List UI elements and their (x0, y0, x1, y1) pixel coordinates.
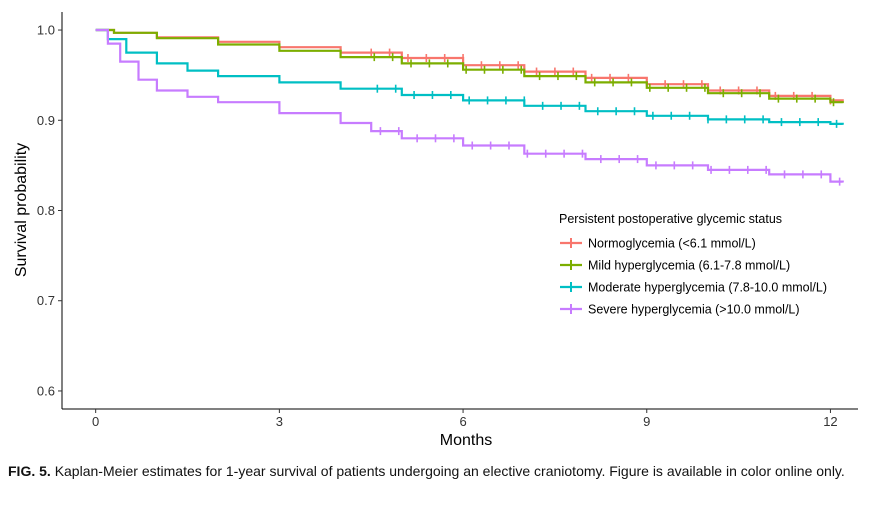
x-tick-label: 3 (276, 414, 283, 429)
y-axis-title: Survival probability (13, 143, 30, 277)
x-tick-label: 6 (459, 414, 466, 429)
series-line-4 (95, 28, 844, 183)
series-censor-marks-3 (376, 84, 838, 128)
y-tick-label: 0.8 (37, 203, 55, 218)
caption-text: Kaplan-Meier estimates for 1-year surviv… (54, 463, 845, 479)
legend-label: Moderate hyperglycemia (7.8-10.0 mmol/L) (588, 281, 827, 295)
x-tick-label: 12 (823, 414, 837, 429)
legend-items: Normoglycemia (<6.1 mmol/L) Mild hypergly… (560, 237, 827, 317)
series-censor-marks-4 (379, 127, 841, 186)
legend-item: Normoglycemia (<6.1 mmol/L) (560, 237, 756, 251)
series-line-2 (95, 28, 844, 104)
legend: Persistent postoperative glycemic status… (559, 212, 827, 317)
legend-title: Persistent postoperative glycemic status (559, 212, 782, 226)
x-tick-label: 9 (643, 414, 650, 429)
legend-item: Moderate hyperglycemia (7.8-10.0 mmol/L) (560, 281, 827, 295)
legend-label: Normoglycemia (<6.1 mmol/L) (588, 237, 756, 251)
y-ticks: 0.6 0.7 0.8 0.9 1.0 (37, 23, 62, 398)
caption-label: FIG. 5. (8, 463, 51, 479)
series-layer (95, 28, 844, 186)
x-ticks: 0 3 6 9 12 (92, 409, 838, 429)
series-line-3 (95, 28, 844, 125)
legend-item: Severe hyperglycemia (>10.0 mmol/L) (560, 303, 800, 317)
series-censor-marks-2 (373, 53, 835, 107)
y-tick-label: 0.6 (37, 383, 55, 398)
series-line-1 (95, 28, 844, 103)
figure-caption: FIG. 5. Kaplan-Meier estimates for 1-yea… (8, 462, 878, 480)
x-tick-label: 0 (92, 414, 99, 429)
y-tick-label: 0.7 (37, 293, 55, 308)
x-axis-title: Months (440, 432, 492, 449)
y-tick-label: 1.0 (37, 23, 55, 38)
legend-label: Mild hyperglycemia (6.1-7.8 mmol/L) (588, 259, 790, 273)
survival-chart: 0 3 6 9 12 0.6 0.7 0.8 0.9 1.0 Months Survival p… (13, 12, 858, 449)
plot-area: 0 3 6 9 12 0.6 0.7 0.8 0.9 1.0 (37, 12, 858, 429)
legend-item: Mild hyperglycemia (6.1-7.8 mmol/L) (560, 259, 790, 273)
y-tick-label: 0.9 (37, 113, 55, 128)
legend-label: Severe hyperglycemia (>10.0 mmol/L) (588, 303, 800, 317)
